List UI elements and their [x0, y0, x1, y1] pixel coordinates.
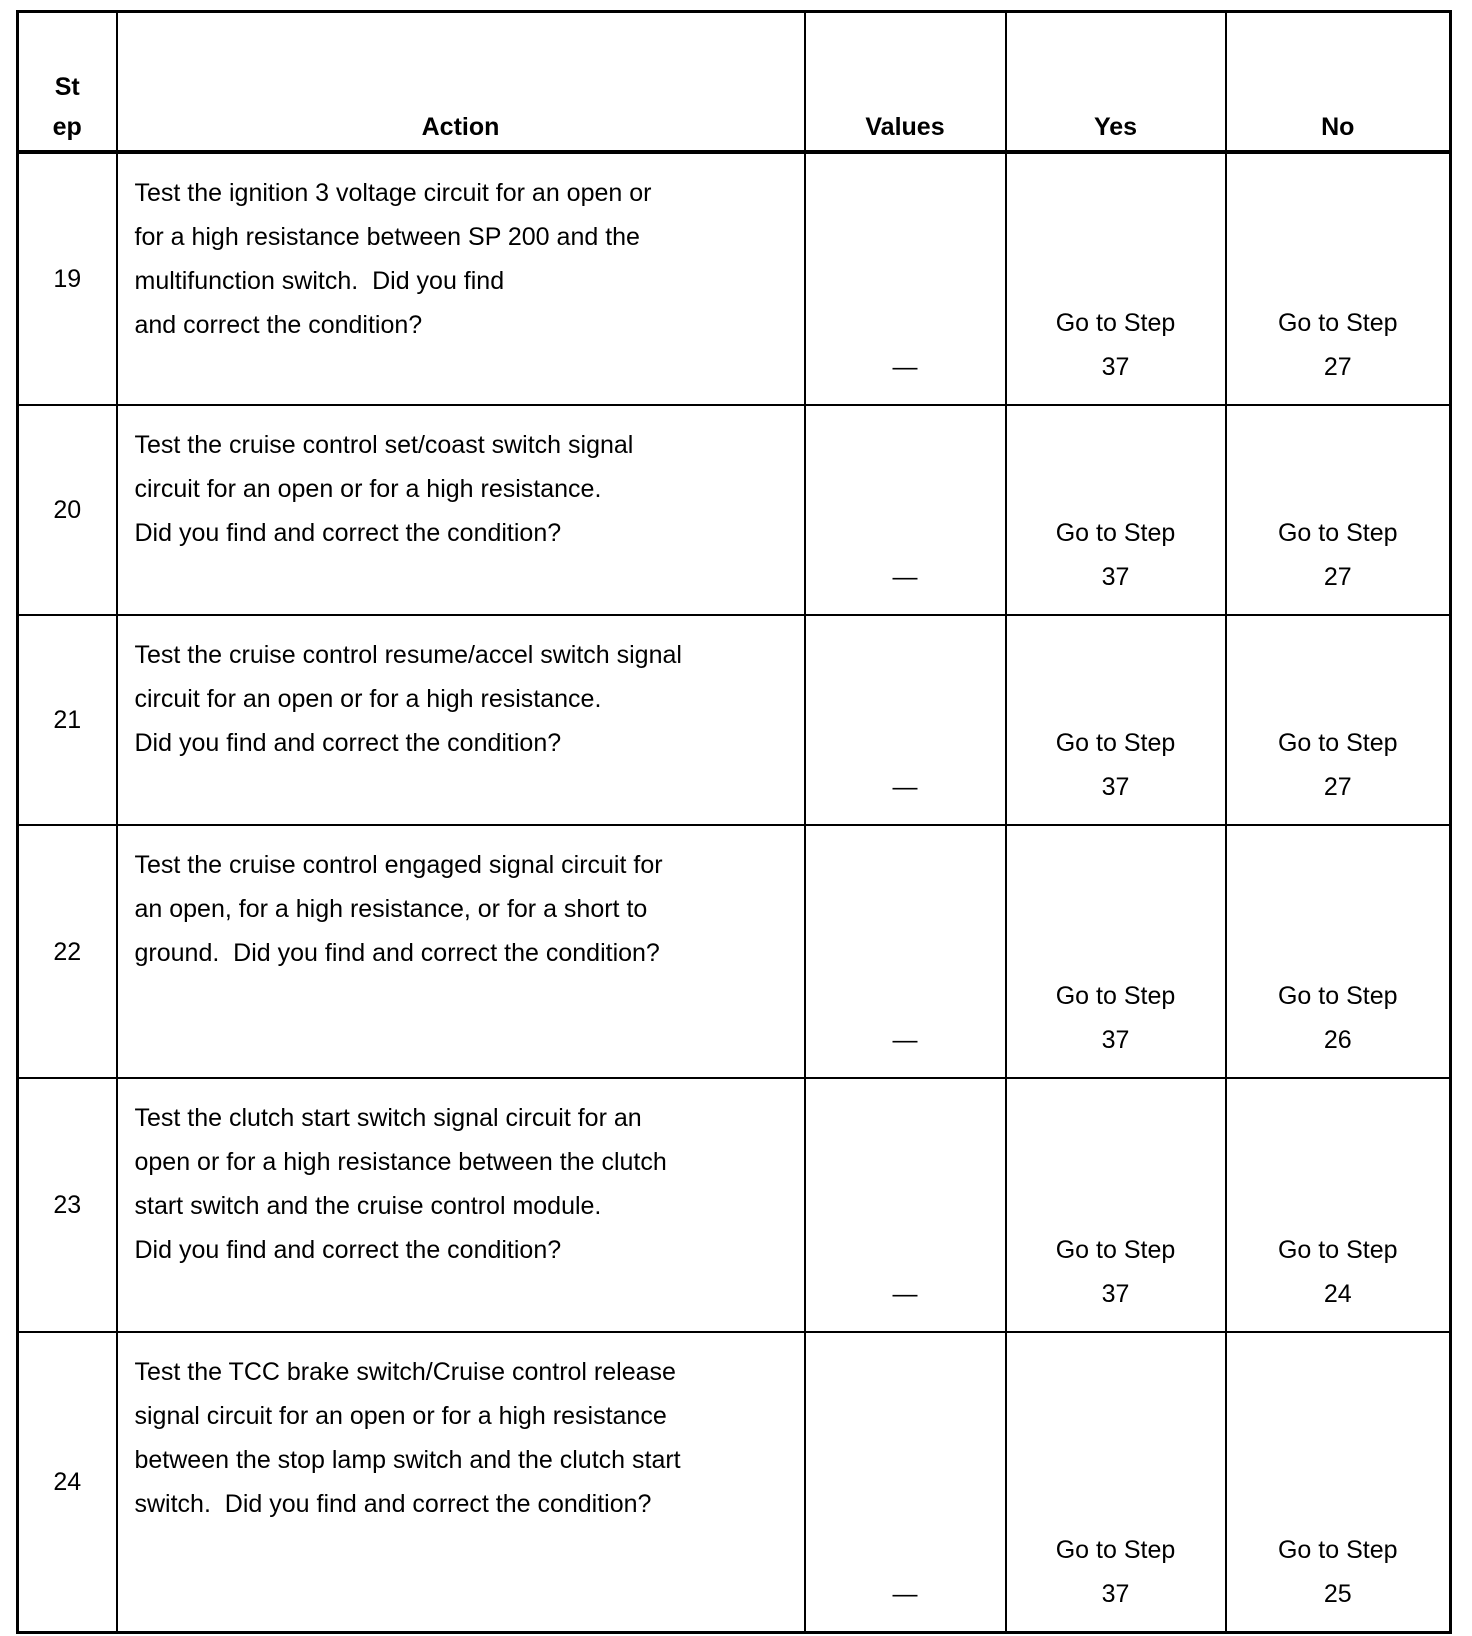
yes-cell: Go to Step 37	[1004, 151, 1227, 406]
text-line: ground. Did you find and correct the con…	[134, 939, 660, 967]
text-line: Go to Step	[1055, 1236, 1176, 1264]
yes-cell: Go to Step 37	[1004, 1331, 1227, 1633]
yes-cell: Go to Step 37	[1004, 1077, 1227, 1333]
values-cell: —	[803, 824, 1007, 1079]
text-line: Go to Step	[1277, 519, 1398, 547]
text-line: circuit for an open or for a high resist…	[134, 475, 602, 503]
text-line: for a high resistance between SP 200 and…	[134, 223, 640, 251]
text-line: Go to Step	[1277, 309, 1398, 337]
step-number: 19	[16, 151, 118, 406]
text-line: open or for a high resistance between th…	[134, 1148, 667, 1176]
text-line: 37	[1101, 1579, 1130, 1608]
values-cell: —	[803, 151, 1007, 406]
text-line: 26	[1323, 1026, 1352, 1054]
action-cell: Test the cruise control engaged signal c…	[115, 824, 806, 1079]
text-line: Go to Step	[1055, 1535, 1176, 1564]
text-line: Go to Step	[1277, 1535, 1398, 1564]
text-line: 37	[1101, 563, 1130, 591]
yes-cell: Go to Step 37	[1004, 614, 1227, 826]
text-line: multifunction switch. Did you find	[134, 267, 505, 295]
text-line: 37	[1101, 1026, 1130, 1054]
text-line: circuit for an open or for a high resist…	[134, 685, 602, 713]
values-cell: —	[803, 404, 1007, 616]
step-number: 24	[16, 1331, 118, 1633]
yes-cell: Go to Step 37	[1004, 824, 1227, 1079]
table-row: 20 Test the cruise control set/coast swit…	[16, 404, 1452, 616]
text-line: Did you find and correct the condition?	[134, 729, 562, 757]
text-line: 27	[1323, 353, 1352, 381]
text-line: signal circuit for an open or for a high…	[134, 1402, 667, 1430]
header-values: Values	[803, 10, 1007, 153]
text-line: and correct the condition?	[134, 311, 423, 339]
text-line: Test the cruise control set/coast switch…	[134, 431, 634, 459]
no-cell: Go to Step 27	[1224, 614, 1452, 826]
text-line: Test the TCC brake switch/Cruise control…	[134, 1358, 676, 1386]
text-line: 37	[1101, 1280, 1130, 1308]
text-line: Go to Step	[1277, 1236, 1398, 1264]
table-row: 23 Test the clutch start switch signal ci…	[16, 1077, 1452, 1333]
yes-cell: Go to Step 37	[1004, 404, 1227, 616]
values-cell: —	[803, 1331, 1007, 1633]
text-line: 24	[1323, 1280, 1352, 1308]
no-cell: Go to Step 27	[1224, 151, 1452, 406]
step-number: 21	[16, 614, 118, 826]
action-cell: Test the cruise control resume/accel swi…	[115, 614, 806, 826]
text-line: 27	[1323, 563, 1352, 591]
text-line: switch. Did you find and correct the con…	[134, 1490, 652, 1518]
values-cell: —	[803, 1077, 1007, 1333]
text-line: Test the clutch start switch signal circ…	[134, 1104, 642, 1132]
header-step-line: ep	[52, 113, 82, 141]
text-line: Did you find and correct the condition?	[134, 1236, 562, 1264]
header-no: No	[1224, 10, 1452, 153]
table-row: 19 Test the ignition 3 voltage circuit fo…	[16, 151, 1452, 406]
text-line: Test the ignition 3 voltage circuit for …	[134, 179, 652, 207]
action-cell: Test the TCC brake switch/Cruise control…	[115, 1331, 806, 1633]
text-line: Go to Step	[1055, 309, 1176, 337]
no-cell: Go to Step 26	[1224, 824, 1452, 1079]
text-line: Did you find and correct the condition?	[134, 519, 562, 547]
table-row: 22 Test the cruise control engaged signal…	[16, 824, 1452, 1079]
diagnostic-table: St ep Action Values Yes No 19 Test the ign…	[16, 10, 1452, 1634]
no-cell: Go to Step 25	[1224, 1331, 1452, 1633]
table-row: 24 Test the TCC brake switch/Cruise contr…	[16, 1331, 1452, 1633]
text-line: Go to Step	[1277, 982, 1398, 1010]
text-line: an open, for a high resistance, or for a…	[134, 895, 648, 923]
table-row: 21 Test the cruise control resume/accel s…	[16, 614, 1452, 826]
header-step-line: St	[54, 73, 80, 101]
action-cell: Test the clutch start switch signal circ…	[115, 1077, 806, 1333]
text-line: Go to Step	[1277, 729, 1398, 757]
values-cell: —	[803, 614, 1007, 826]
no-cell: Go to Step 24	[1224, 1077, 1452, 1333]
text-line: Go to Step	[1055, 519, 1176, 547]
text-line: Test the cruise control engaged signal c…	[134, 851, 663, 879]
step-number: 20	[16, 404, 118, 616]
text-line: 37	[1101, 773, 1130, 801]
text-line: Go to Step	[1055, 729, 1176, 757]
step-number: 22	[16, 824, 118, 1079]
text-line: start switch and the cruise control modu…	[134, 1192, 602, 1220]
text-line: Test the cruise control resume/accel swi…	[134, 641, 682, 669]
text-line: 27	[1323, 773, 1352, 801]
header-action: Action	[115, 10, 806, 153]
step-number: 23	[16, 1077, 118, 1333]
text-line: between the stop lamp switch and the clu…	[134, 1446, 681, 1474]
no-cell: Go to Step 27	[1224, 404, 1452, 616]
text-line: 37	[1101, 353, 1130, 381]
header-row: St ep Action Values Yes No	[16, 10, 1452, 153]
text-line: Go to Step	[1055, 982, 1176, 1010]
header-yes: Yes	[1004, 10, 1227, 153]
action-cell: Test the cruise control set/coast switch…	[115, 404, 806, 616]
action-cell: Test the ignition 3 voltage circuit for …	[115, 151, 806, 406]
header-step: St ep	[16, 10, 118, 153]
text-line: 25	[1323, 1579, 1352, 1608]
